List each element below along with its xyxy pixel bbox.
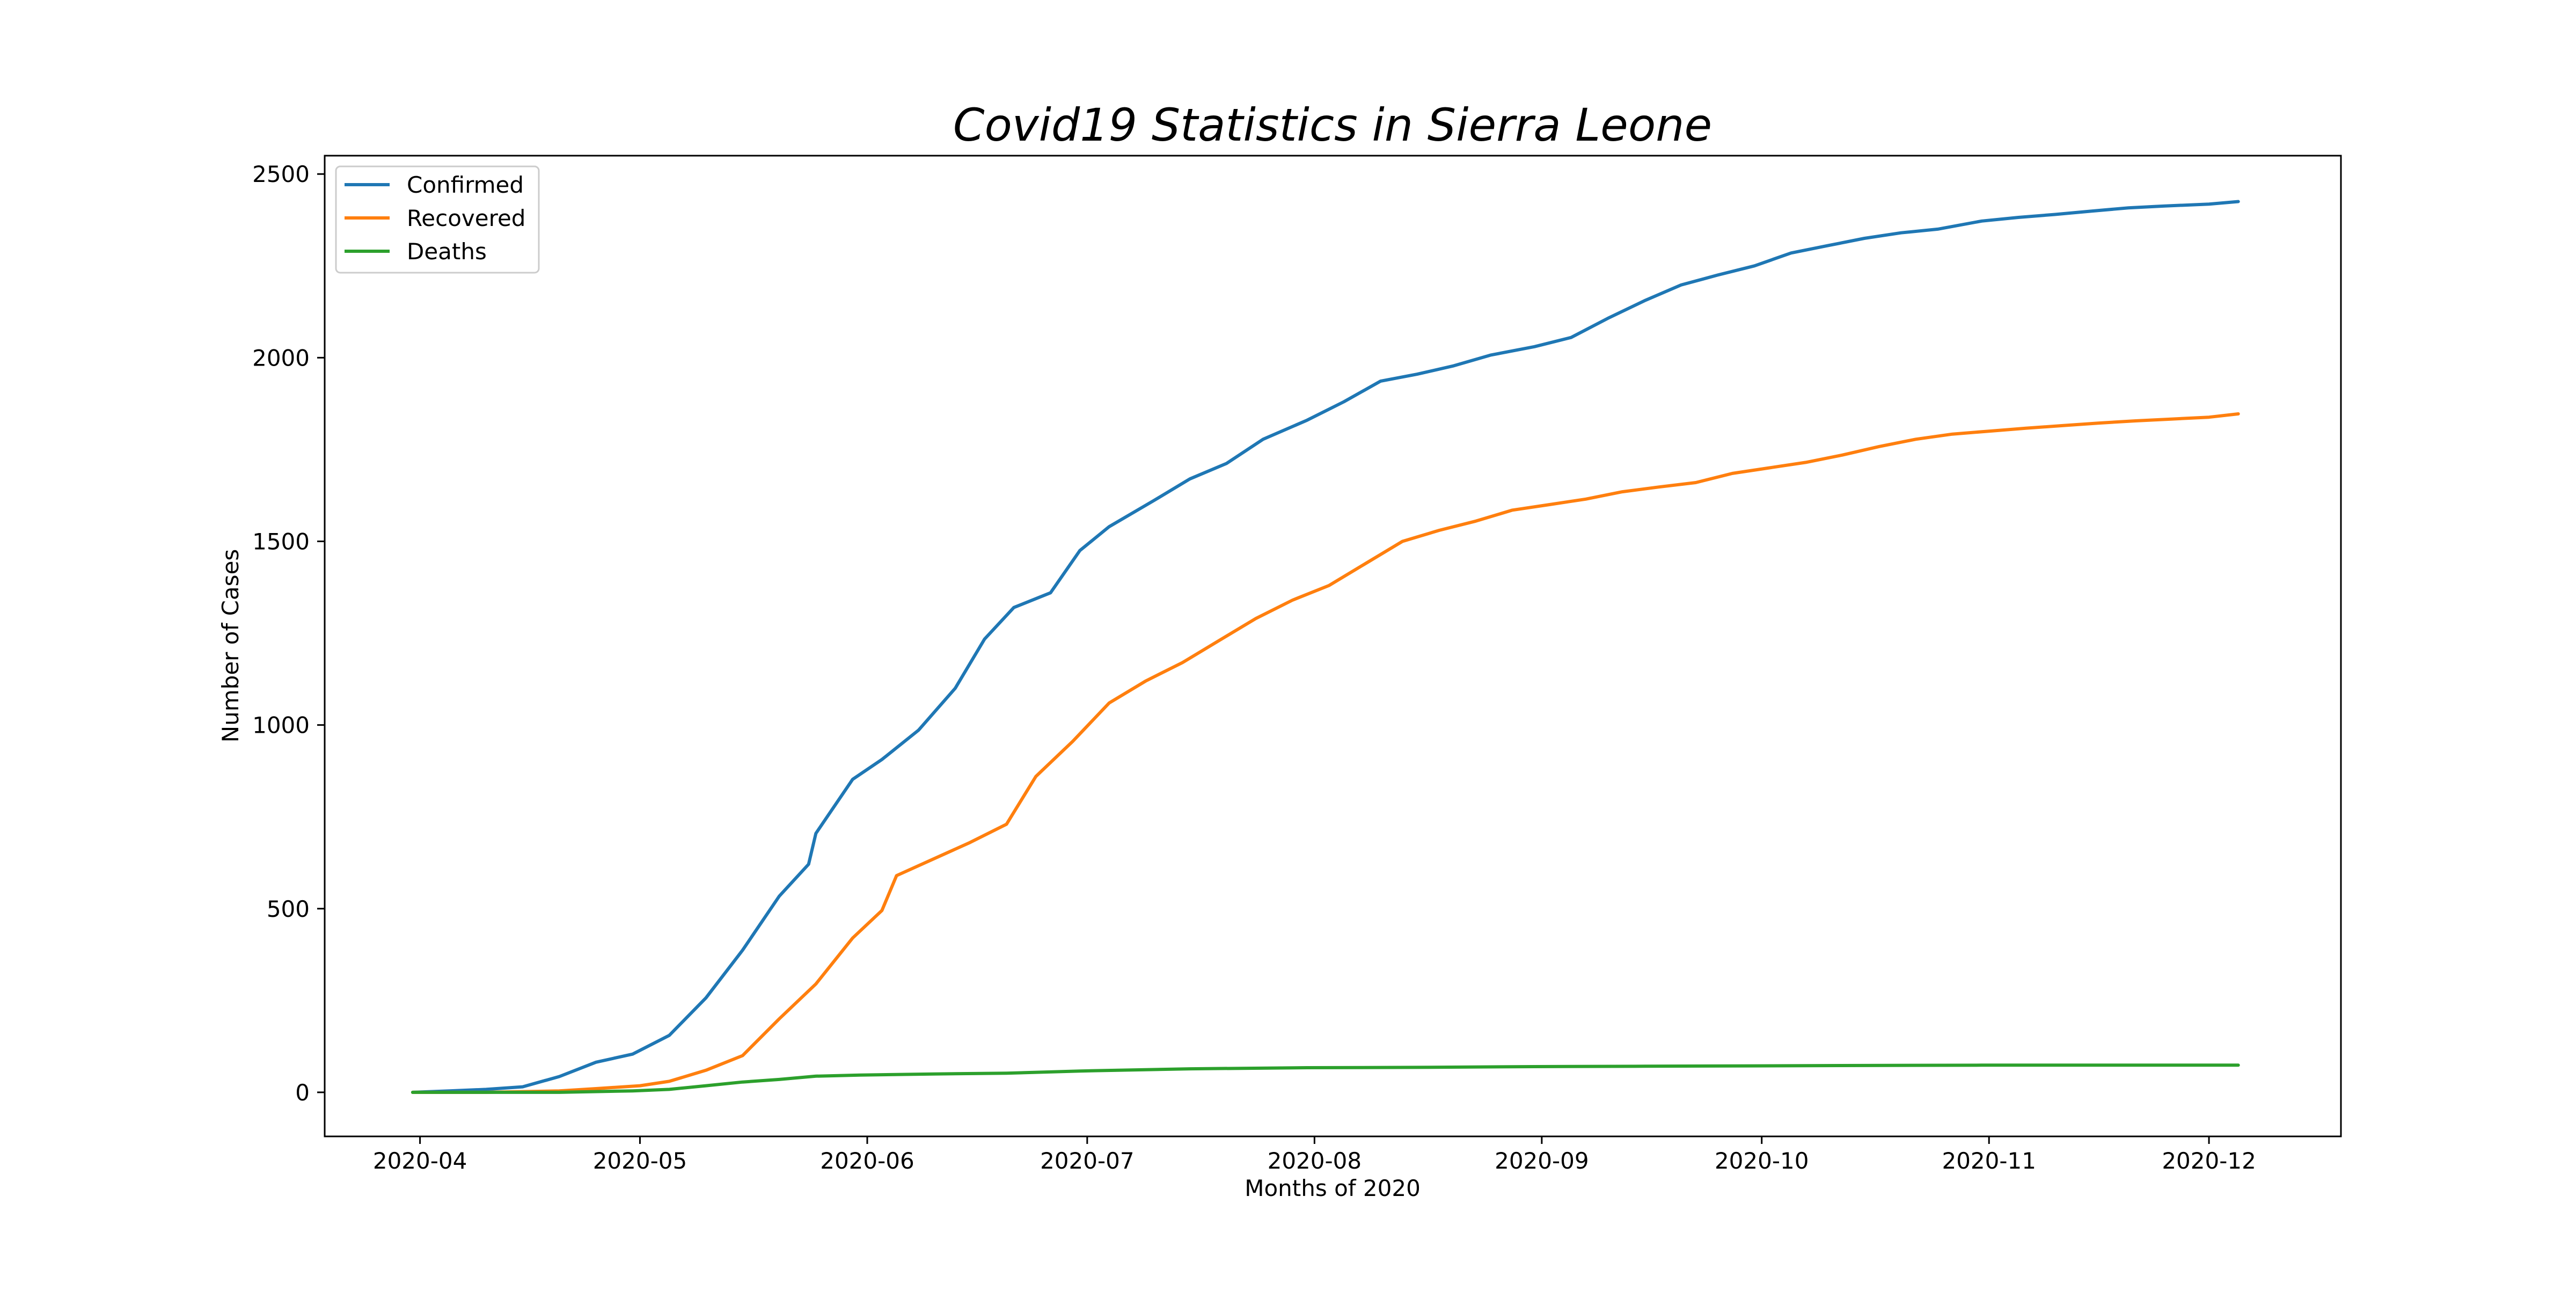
y-axis: 0 500 1000 1500 2000 2500 <box>252 161 325 1106</box>
legend-label-recovered: Recovered <box>407 205 525 231</box>
x-tick-label: 2020-09 <box>1495 1148 1589 1174</box>
series-layer <box>411 200 2240 1094</box>
series-line-deaths <box>411 1063 2240 1094</box>
legend-box <box>335 165 540 274</box>
x-tick-label: 2020-04 <box>373 1148 467 1174</box>
y-tick-label: 500 <box>267 896 310 922</box>
legend-label-confirmed: Confirmed <box>407 172 524 198</box>
x-tick-label: 2020-10 <box>1715 1148 1809 1174</box>
x-tick-label: 2020-11 <box>1942 1148 2036 1174</box>
legend: Confirmed Recovered Deaths <box>335 165 540 274</box>
chart-title: Covid19 Statistics in Sierra Leone <box>953 99 1712 151</box>
y-tick-label: 0 <box>295 1080 310 1106</box>
x-tick-label: 2020-12 <box>2162 1148 2256 1174</box>
y-tick-label: 2000 <box>252 345 310 371</box>
y-tick-label: 1000 <box>252 712 310 739</box>
x-tick-label: 2020-05 <box>593 1148 687 1174</box>
series-line-confirmed <box>411 200 2240 1094</box>
plot-area <box>324 155 2342 1137</box>
x-tick-label: 2020-06 <box>820 1148 914 1174</box>
x-tick-label: 2020-08 <box>1268 1148 1362 1174</box>
x-axis-label: Months of 2020 <box>1245 1175 1421 1201</box>
y-tick-label: 2500 <box>252 161 310 187</box>
legend-label-deaths: Deaths <box>407 238 487 265</box>
plot-frame <box>324 155 2342 1137</box>
series-line-recovered <box>411 412 2240 1094</box>
y-tick-label: 1500 <box>252 528 310 555</box>
y-axis-label: Number of Cases <box>217 549 244 743</box>
x-tick-label: 2020-07 <box>1040 1148 1135 1174</box>
x-axis: 2020-04 2020-05 2020-06 2020-07 2020-08 2020-… <box>373 1136 2256 1174</box>
